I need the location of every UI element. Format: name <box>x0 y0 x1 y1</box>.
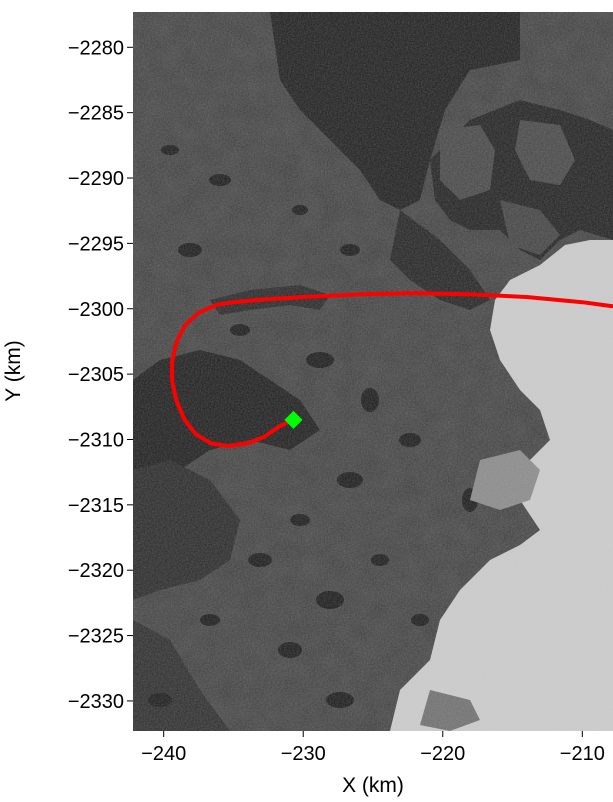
y-tick-label: −2305 <box>68 364 124 386</box>
x-axis-label: X (km) <box>342 774 404 797</box>
y-tick-label: −2300 <box>68 299 124 321</box>
x-tick-label: −230 <box>281 743 326 765</box>
y-tick-label: −2330 <box>68 691 124 713</box>
location-marker <box>284 410 303 429</box>
x-tick-label: −210 <box>560 743 605 765</box>
y-tick-label: −2295 <box>68 233 124 255</box>
x-tick-label: −220 <box>420 743 465 765</box>
y-tick-label: −2315 <box>68 495 124 517</box>
x-tick-label: −240 <box>141 743 186 765</box>
y-axis-label: Y (km) <box>2 340 25 401</box>
track-line <box>170 291 613 448</box>
y-tick-label: −2310 <box>68 429 124 451</box>
satellite-image <box>133 12 613 731</box>
y-tick-label: −2280 <box>68 37 124 59</box>
y-tick-label: −2285 <box>68 103 124 125</box>
y-tick-label: −2320 <box>68 560 124 582</box>
y-tick-label: −2290 <box>68 168 124 190</box>
y-tick-label: −2325 <box>68 626 124 648</box>
